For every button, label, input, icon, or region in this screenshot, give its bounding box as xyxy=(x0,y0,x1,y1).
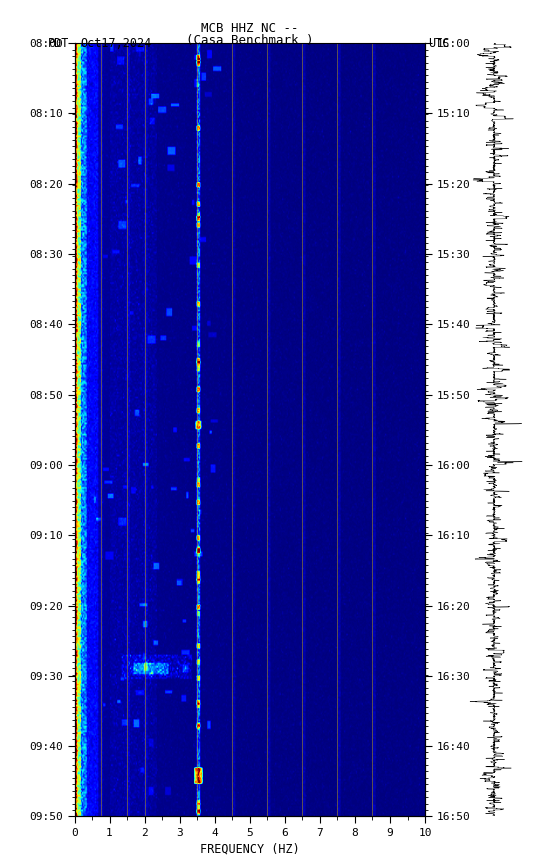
Text: PDT: PDT xyxy=(47,37,69,50)
Text: (Casa Benchmark ): (Casa Benchmark ) xyxy=(186,34,314,47)
Text: UTC: UTC xyxy=(428,37,449,50)
X-axis label: FREQUENCY (HZ): FREQUENCY (HZ) xyxy=(200,842,300,855)
Text: Oct17,2024: Oct17,2024 xyxy=(80,37,151,50)
Text: MCB HHZ NC --: MCB HHZ NC -- xyxy=(201,22,299,35)
